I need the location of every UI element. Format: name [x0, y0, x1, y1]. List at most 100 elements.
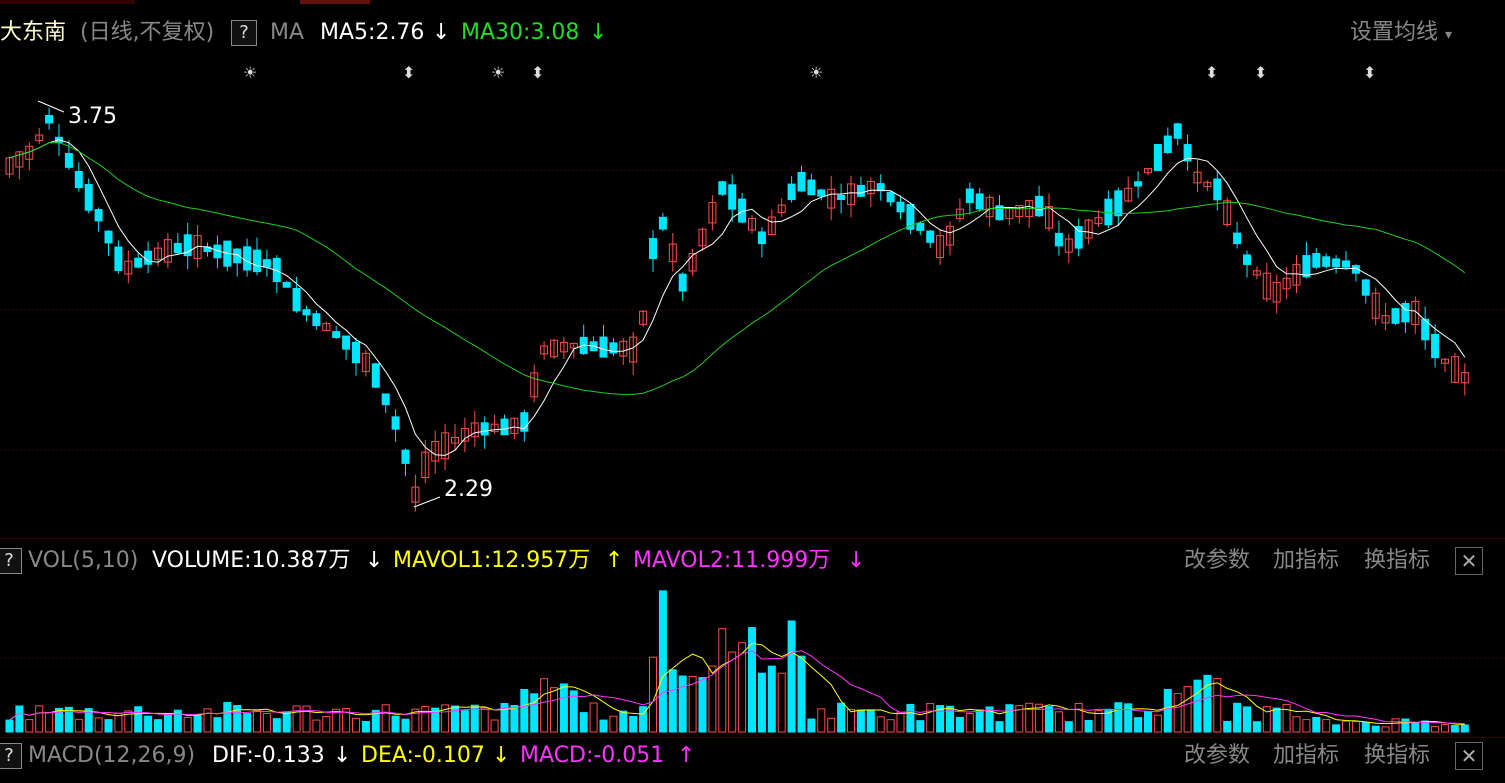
volume-bar: [995, 721, 1004, 733]
volume-chart[interactable]: [0, 578, 1505, 735]
help-button[interactable]: ?: [231, 20, 257, 46]
tab-active[interactable]: [300, 0, 370, 4]
candle-body: [767, 216, 776, 236]
volume-bar: [678, 675, 687, 733]
volume-bar: [847, 708, 855, 733]
volume-switch-indicator-button[interactable]: 换指标: [1364, 548, 1431, 573]
info-updown-icon: ⬍: [1363, 63, 1376, 82]
volume-add-indicator-button[interactable]: 加指标: [1273, 548, 1340, 573]
volume-bar: [1312, 716, 1321, 733]
volume-bar: [1084, 720, 1093, 733]
candle-body: [1282, 277, 1291, 290]
volume-bar: [757, 672, 766, 733]
volume-bar: [1332, 724, 1341, 733]
candle-body: [965, 188, 974, 203]
volume-bar: [916, 720, 925, 733]
volume-change-params-button[interactable]: 改参数: [1184, 548, 1251, 573]
volume-bar: [738, 642, 747, 733]
stock-name[interactable]: 大东南: [0, 20, 67, 45]
volume-bar: [936, 705, 945, 733]
indicator-name[interactable]: MA: [270, 20, 305, 45]
volume-header: ? VOL(5,10) VOLUME:10.387万 ↓ MAVOL1:12.9…: [0, 547, 1505, 576]
candle-body: [282, 281, 291, 288]
volume-indicator-name[interactable]: VOL(5,10): [28, 548, 139, 573]
volume-bar: [896, 711, 905, 733]
candle-body: [1361, 279, 1370, 296]
macd-add-indicator-button[interactable]: 加指标: [1273, 743, 1340, 768]
dea-value: DEA:-0.107: [361, 743, 485, 768]
candle-body: [678, 273, 687, 292]
candle-body: [1332, 258, 1341, 268]
candle-body: [500, 418, 509, 436]
volume-bar: [312, 719, 321, 733]
candle-body: [5, 157, 14, 175]
settings-ma-label: 设置均线: [1350, 20, 1439, 45]
candle-body: [520, 412, 529, 432]
candle-body: [926, 230, 935, 243]
volume-bar: [906, 703, 915, 733]
volume-bar: [1223, 720, 1232, 733]
volume-bar: [243, 713, 252, 733]
settings-ma-button[interactable]: 设置均线 ▾: [1350, 20, 1452, 48]
volume-bar: [1173, 692, 1182, 733]
volume-bar: [352, 717, 360, 733]
candle-body: [451, 436, 459, 444]
candle-body: [817, 189, 826, 197]
candle-body: [470, 422, 479, 438]
candle-body: [1272, 281, 1281, 303]
volume-bar: [223, 702, 232, 733]
volume-help-button[interactable]: ?: [0, 548, 22, 574]
macd-close-icon[interactable]: ✕: [1455, 742, 1483, 770]
volume-close-icon[interactable]: ✕: [1455, 547, 1483, 575]
candle-body: [1431, 333, 1440, 359]
volume-bar: [332, 708, 341, 733]
volume-bar: [35, 705, 44, 733]
candle-body: [1074, 226, 1083, 249]
candle-body: [1441, 358, 1449, 364]
info-sun-icon: ☀: [491, 63, 505, 82]
candle-body: [431, 441, 440, 462]
macd-indicator-name[interactable]: MACD(12,26,9): [28, 743, 196, 768]
volume-bar: [698, 677, 707, 733]
macd-help-button[interactable]: ?: [0, 743, 22, 769]
ma30-arrow-icon: ↓: [589, 20, 608, 45]
volume-bar: [955, 716, 964, 733]
volume-bar: [342, 707, 351, 733]
volume-bar: [1025, 702, 1034, 733]
volume-bar: [361, 721, 370, 733]
candle-body: [1342, 260, 1350, 268]
volume-bar: [64, 706, 73, 733]
volume-bar: [173, 709, 182, 733]
volume-bar: [886, 719, 895, 733]
candle-body: [787, 183, 796, 201]
volume-bar: [1124, 703, 1133, 733]
candlestick-chart[interactable]: ☀ ⬍ ☀ ⬍ ☀ ⬍ ⬍ ⬍: [0, 55, 1505, 535]
candle-body: [1203, 181, 1212, 188]
volume-value: VOLUME:10.387万: [152, 548, 351, 573]
candle-body: [827, 188, 836, 209]
candle-body: [173, 242, 182, 254]
volume-bar: [708, 665, 717, 733]
volume-bar: [371, 709, 380, 733]
info-updown-icon: ⬍: [531, 63, 544, 82]
volume-bar: [946, 705, 954, 733]
macd-switch-indicator-button[interactable]: 换指标: [1364, 743, 1431, 768]
macd-change-params-button[interactable]: 改参数: [1184, 743, 1251, 768]
candle-body: [401, 449, 410, 464]
volume-bar: [401, 718, 410, 733]
candle-body: [1134, 181, 1143, 187]
volume-bar: [45, 712, 54, 733]
candle-body: [45, 115, 54, 124]
volume-bar: [421, 706, 430, 733]
candle-body: [975, 193, 984, 210]
mavol1-value: MAVOL1:12.957万: [393, 548, 591, 573]
candle-body: [1193, 171, 1202, 184]
dea-arrow-icon: ↓: [492, 743, 511, 768]
volume-bar: [1193, 679, 1202, 733]
candle-body: [1233, 232, 1242, 245]
volume-bar: [1460, 724, 1469, 733]
candle-body: [1460, 372, 1469, 384]
volume-bar: [144, 715, 153, 733]
candle-body: [569, 342, 578, 349]
volume-bar: [1045, 706, 1053, 733]
